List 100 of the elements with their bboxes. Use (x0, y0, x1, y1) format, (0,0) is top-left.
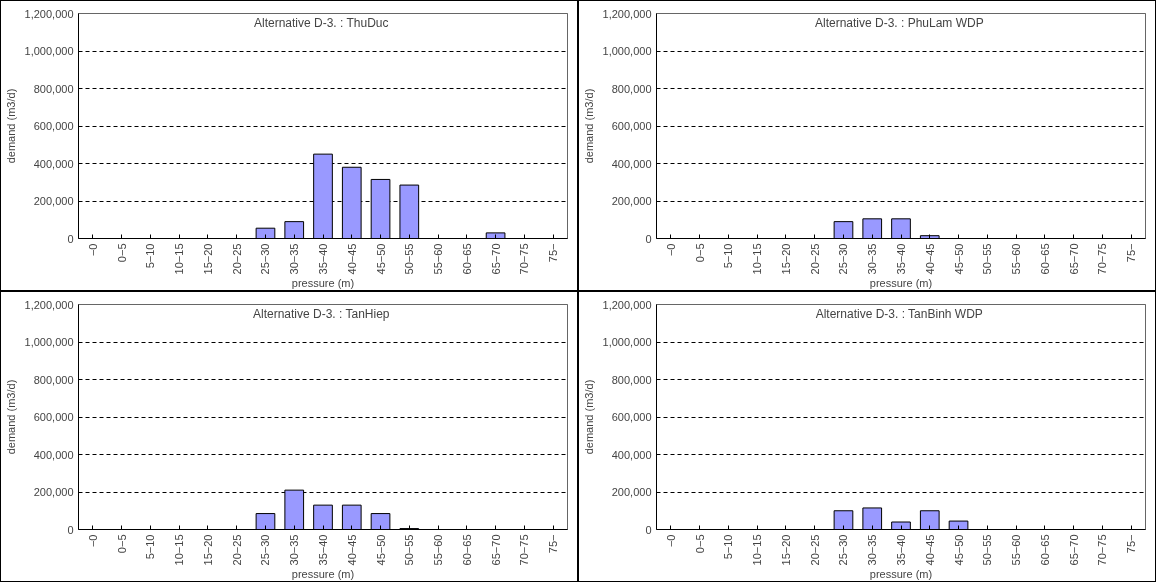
y-tick-label: 0 (645, 232, 652, 245)
x-tick-label: 15−20 (201, 243, 214, 275)
x-tick-label: 55−60 (1010, 534, 1023, 566)
y-tick-label: 200,000 (611, 486, 652, 498)
x-tick-label: 65−70 (1067, 534, 1080, 566)
x-tick-label: 25−30 (837, 534, 850, 566)
x-tick-label: 30−35 (288, 534, 301, 566)
y-axis-title: demand (m3/d) (582, 379, 595, 455)
x-tick-label: 5−10 (144, 243, 157, 269)
x-tick-label: 40−45 (923, 243, 936, 275)
y-tick-label: 400,000 (33, 448, 74, 461)
x-tick-label: 60−65 (1038, 243, 1051, 275)
x-tick-label: 10−15 (751, 534, 764, 566)
x-axis-title: pressure (m) (291, 277, 355, 290)
y-tick-label: 1,200,000 (602, 298, 652, 311)
chart-title: Alternative D-3. : ThuDuc (253, 15, 389, 30)
y-tick-label: 0 (67, 523, 74, 536)
y-tick-label: 1,000,000 (24, 45, 74, 57)
x-tick-label: 70−75 (518, 243, 531, 275)
x-tick-label: 45−50 (952, 534, 965, 566)
x-tick-label: 50−55 (981, 243, 994, 275)
y-tick-label: 1,000,000 (602, 45, 652, 57)
x-axis-title: pressure (m) (291, 568, 355, 581)
chart-title: Alternative D-3. : TanHiep (252, 306, 390, 321)
x-tick-label: 75− (1125, 534, 1138, 554)
x-tick-label: 15−20 (201, 534, 214, 566)
x-tick-label: 45−50 (374, 534, 387, 566)
y-tick-label: 400,000 (33, 157, 74, 170)
y-axis-title: demand (m3/d) (4, 88, 17, 164)
x-tick-label: 0−5 (693, 243, 706, 263)
y-tick-label: 800,000 (611, 82, 652, 95)
y-tick-label: 1,000,000 (602, 336, 652, 348)
x-tick-label: 70−75 (518, 534, 531, 566)
y-tick-label: 0 (645, 523, 652, 536)
x-tick-label: 30−35 (866, 534, 879, 566)
x-axis-title: pressure (m) (869, 277, 933, 290)
y-tick-label: 1,000,000 (24, 336, 74, 348)
x-tick-label: 10−15 (173, 534, 186, 566)
x-tick-label: 5−10 (722, 534, 735, 560)
x-tick-label: 65−70 (1067, 243, 1080, 275)
x-tick-label: 65−70 (489, 243, 502, 275)
y-tick-label: 400,000 (611, 448, 652, 461)
x-tick-label: 0−5 (693, 534, 706, 554)
x-tick-label: 5−10 (144, 534, 157, 560)
y-tick-label: 1,200,000 (24, 298, 74, 311)
x-tick-label: 40−45 (345, 243, 358, 275)
x-tick-label: 0−5 (115, 243, 128, 263)
x-tick-label: 45−50 (952, 243, 965, 275)
y-tick-label: 800,000 (33, 82, 74, 95)
x-tick-label: 60−65 (460, 534, 473, 566)
y-axis-title: demand (m3/d) (4, 379, 17, 455)
x-tick-label: 40−45 (923, 534, 936, 566)
x-tick-label: 20−25 (808, 243, 821, 275)
x-tick-label: 55−60 (432, 534, 445, 566)
y-tick-label: 1,200,000 (602, 7, 652, 20)
chart-title: Alternative D-3. : TanBinh WDP (815, 306, 983, 321)
x-tick-label: 10−15 (173, 243, 186, 275)
y-tick-label: 400,000 (611, 157, 652, 170)
x-tick-label: 60−65 (1038, 534, 1051, 566)
x-tick-label: 35−40 (317, 243, 329, 275)
y-tick-label: 0 (67, 232, 74, 245)
x-tick-label: 60−65 (460, 243, 473, 275)
y-tick-label: 600,000 (33, 120, 74, 132)
x-tick-label: −0 (664, 243, 677, 257)
x-tick-label: 75− (547, 534, 560, 554)
x-tick-label: 75− (547, 243, 560, 263)
x-tick-label: 15−20 (779, 534, 792, 566)
x-tick-label: 15−20 (779, 243, 792, 275)
x-tick-label: 20−25 (230, 243, 243, 275)
x-tick-label: 25−30 (837, 243, 850, 275)
x-tick-label: 70−75 (1096, 534, 1109, 566)
x-tick-label: 50−55 (981, 534, 994, 566)
x-tick-label: 40−45 (345, 534, 358, 566)
y-axis-title: demand (m3/d) (582, 88, 595, 164)
x-tick-label: 20−25 (230, 534, 243, 566)
y-tick-label: 200,000 (33, 195, 74, 207)
x-tick-label: 30−35 (866, 243, 879, 275)
x-tick-label: 30−35 (288, 243, 301, 275)
x-tick-label: 35−40 (317, 534, 329, 566)
x-tick-label: 5−10 (722, 243, 735, 269)
x-tick-label: 50−55 (403, 243, 416, 275)
x-tick-label: 35−40 (895, 534, 907, 566)
x-tick-label: 45−50 (374, 243, 387, 275)
y-tick-label: 800,000 (33, 373, 74, 386)
x-tick-label: 75− (1125, 243, 1138, 263)
x-axis-title: pressure (m) (869, 568, 933, 581)
x-tick-label: 20−25 (808, 534, 821, 566)
x-tick-label: 70−75 (1096, 243, 1109, 275)
x-tick-label: 25−30 (259, 534, 272, 566)
x-tick-label: 0−5 (115, 534, 128, 554)
y-tick-label: 200,000 (611, 195, 652, 207)
y-tick-label: 600,000 (611, 120, 652, 132)
x-tick-label: 25−30 (259, 243, 272, 275)
y-tick-label: 800,000 (611, 373, 652, 386)
x-tick-label: −0 (664, 534, 677, 548)
x-tick-label: 55−60 (432, 243, 445, 275)
x-tick-label: 55−60 (1010, 243, 1023, 275)
y-tick-label: 600,000 (33, 411, 74, 423)
y-tick-label: 600,000 (611, 411, 652, 423)
x-tick-label: 35−40 (895, 243, 907, 275)
